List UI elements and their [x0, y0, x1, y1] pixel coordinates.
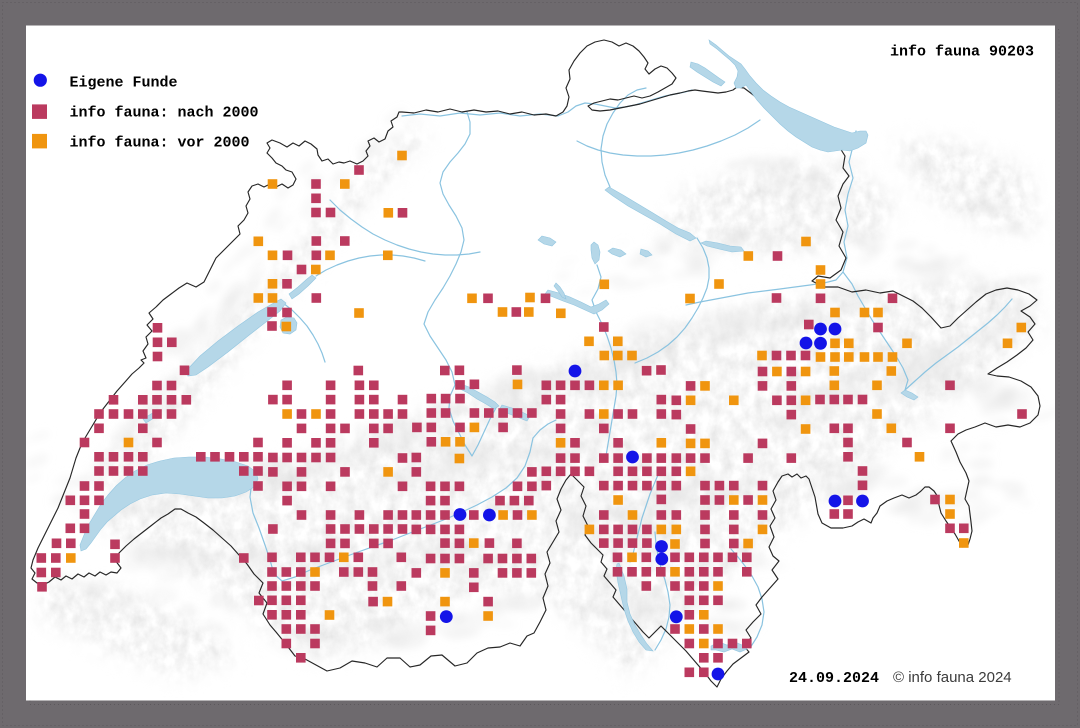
svg-text:info fauna: nach 2000: info fauna: nach 2000: [70, 105, 259, 122]
svg-text:© info fauna 2024: © info fauna 2024: [893, 669, 1012, 686]
svg-text:info fauna 90203: info fauna 90203: [890, 44, 1034, 61]
svg-text:info fauna: vor 2000: info fauna: vor 2000: [70, 134, 250, 151]
svg-text:Eigene Funde: Eigene Funde: [70, 75, 178, 92]
svg-text:24.09.2024: 24.09.2024: [789, 670, 879, 687]
